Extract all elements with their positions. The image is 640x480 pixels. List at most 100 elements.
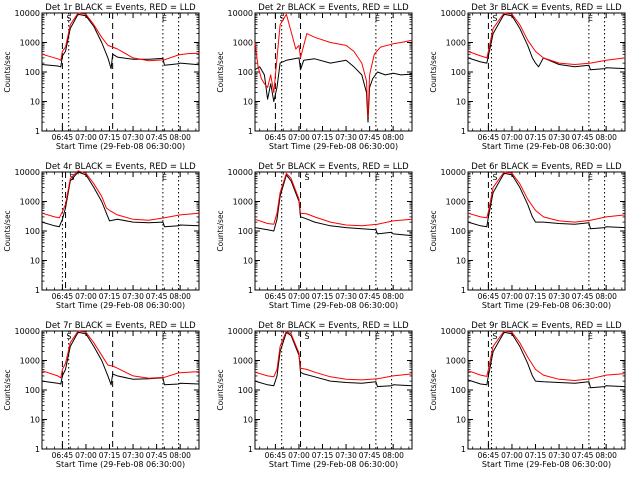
x-axis-label: Start Time (29-Feb-08 06:30:00) — [482, 301, 611, 310]
y-tick-label: 1 — [461, 286, 466, 295]
x-tick-label: 08:00 — [382, 133, 404, 142]
x-tick-label: 07:30 — [548, 133, 570, 142]
start-annotation: S — [492, 14, 497, 23]
end-annotation: E — [162, 173, 167, 182]
panel-title: Det 7r BLACK = Events, RED = LLD — [45, 321, 196, 331]
y-axis-label: Counts/sec — [216, 210, 225, 251]
x-tick-label: 07:00 — [288, 451, 310, 460]
y-tick-label: 10 — [243, 257, 253, 266]
y-tick-label: 100 — [451, 386, 466, 395]
plot-frame — [254, 171, 413, 291]
panel-title: Det 2r BLACK = Events, RED = LLD — [258, 3, 409, 13]
x-tick-label: 06:45 — [478, 292, 500, 301]
panel-3: 1 10 100 1000 10000 06:45 07:00 07:15 07:30 07:45… — [429, 3, 626, 151]
lld-series-line — [41, 12, 200, 62]
x-tick-label: 07:45 — [359, 292, 381, 301]
x-tick-label: 07:00 — [501, 133, 523, 142]
y-tick-label: 1 — [248, 445, 253, 454]
x-tick-label: 07:45 — [146, 133, 168, 142]
panel-title: Det 6r BLACK = Events, RED = LLD — [471, 162, 622, 172]
y-axis-label: Counts/sec — [429, 51, 438, 92]
end-annotation: E — [162, 332, 167, 341]
x-tick-label: 07:15 — [99, 292, 121, 301]
y-tick-label: 10000 — [441, 9, 466, 18]
end-annotation: E — [375, 173, 380, 182]
x-tick-label: 06:45 — [265, 133, 287, 142]
y-tick-label: 100 — [238, 68, 253, 77]
start-annotation: S — [492, 173, 497, 182]
y-tick-label: 1000 — [233, 39, 253, 48]
y-tick-label: 1000 — [20, 357, 40, 366]
x-tick-label: 07:45 — [572, 451, 594, 460]
x-tick-label: 07:00 — [501, 451, 523, 460]
y-tick-label: 100 — [25, 68, 40, 77]
y-tick-label: 10000 — [228, 9, 253, 18]
panel-7: 1 10 100 1000 10000 06:45 07:00 07:15 07:30 07:45… — [3, 321, 200, 469]
panel-title: Det 5r BLACK = Events, RED = LLD — [258, 162, 409, 172]
events-series-line — [467, 331, 626, 389]
panel-9: 1 10 100 1000 10000 06:45 07:00 07:15 07:30 07:45… — [429, 321, 626, 469]
y-tick-label: 10000 — [441, 168, 466, 177]
y-tick-label: 10000 — [15, 168, 40, 177]
x-tick-label: 07:15 — [525, 292, 547, 301]
x-tick-label: 07:15 — [99, 133, 121, 142]
start-annotation: S — [66, 14, 71, 23]
panel-title: Det 8r BLACK = Events, RED = LLD — [258, 321, 409, 331]
y-tick-label: 10000 — [15, 9, 40, 18]
x-tick-label: 06:45 — [478, 451, 500, 460]
x-tick-label: 07:45 — [572, 292, 594, 301]
x-tick-label: 07:45 — [146, 292, 168, 301]
y-tick-label: 10 — [243, 98, 253, 107]
y-tick-label: 10 — [456, 98, 466, 107]
x-axis-label: Start Time (29-Feb-08 06:30:00) — [56, 460, 185, 469]
x-tick-label: 06:45 — [265, 451, 287, 460]
panel-title: Det 3r BLACK = Events, RED = LLD — [471, 3, 622, 13]
x-tick-label: 07:30 — [335, 451, 357, 460]
lld-series-line — [254, 172, 413, 227]
panel-1: 1 10 100 1000 10000 06:45 07:00 07:15 07:30 07:45… — [3, 3, 200, 151]
lld-series-line — [41, 170, 200, 221]
x-tick-label: 07:15 — [312, 451, 334, 460]
lld-series-line — [467, 330, 626, 381]
start-annotation: S — [70, 173, 75, 182]
start-annotation: S — [305, 332, 310, 341]
x-tick-label: 07:00 — [501, 292, 523, 301]
y-axis-label: Counts/sec — [3, 369, 12, 410]
x-tick-label: 07:00 — [288, 133, 310, 142]
end-annotation: E — [375, 14, 380, 23]
plot-frame — [254, 330, 413, 450]
panel-6: 1 10 100 1000 10000 06:45 07:00 07:15 07:30 07:45… — [429, 162, 626, 310]
x-tick-label: 07:30 — [122, 292, 144, 301]
x-tick-label: 07:15 — [525, 133, 547, 142]
y-tick-label: 10000 — [15, 327, 40, 336]
y-tick-label: 10 — [30, 416, 40, 425]
x-tick-label: 07:15 — [312, 133, 334, 142]
x-tick-label: 08:00 — [595, 133, 617, 142]
x-tick-label: 08:00 — [169, 292, 191, 301]
y-tick-label: 1000 — [446, 198, 466, 207]
lld-series-line — [254, 330, 413, 381]
lld-series-line — [467, 12, 626, 65]
x-tick-label: 07:15 — [312, 292, 334, 301]
y-tick-label: 1000 — [20, 39, 40, 48]
x-tick-label: 07:30 — [548, 292, 570, 301]
x-tick-label: 08:00 — [382, 292, 404, 301]
panel-4: 1 10 100 1000 10000 06:45 07:00 07:15 07:30 07:45… — [3, 162, 200, 310]
panel-2: 1 10 100 1000 10000 06:45 07:00 07:15 07:30 07:45… — [216, 3, 413, 151]
y-tick-label: 1 — [461, 127, 466, 136]
x-tick-label: 08:00 — [382, 451, 404, 460]
plot-frame — [41, 12, 200, 132]
end-annotation: E — [375, 332, 380, 341]
x-tick-label: 07:30 — [335, 292, 357, 301]
panel-title: Det 9r BLACK = Events, RED = LLD — [471, 321, 622, 331]
x-tick-label: 07:30 — [122, 133, 144, 142]
y-tick-label: 1 — [35, 445, 40, 454]
y-axis-label: Counts/sec — [216, 369, 225, 410]
panel-5: 1 10 100 1000 10000 06:45 07:00 07:15 07:30 07:45… — [216, 162, 413, 310]
x-tick-label: 07:00 — [75, 133, 97, 142]
x-tick-label: 07:15 — [525, 451, 547, 460]
y-tick-label: 100 — [238, 386, 253, 395]
x-tick-label: 07:00 — [75, 451, 97, 460]
y-tick-label: 1 — [461, 445, 466, 454]
y-tick-label: 1000 — [20, 198, 40, 207]
